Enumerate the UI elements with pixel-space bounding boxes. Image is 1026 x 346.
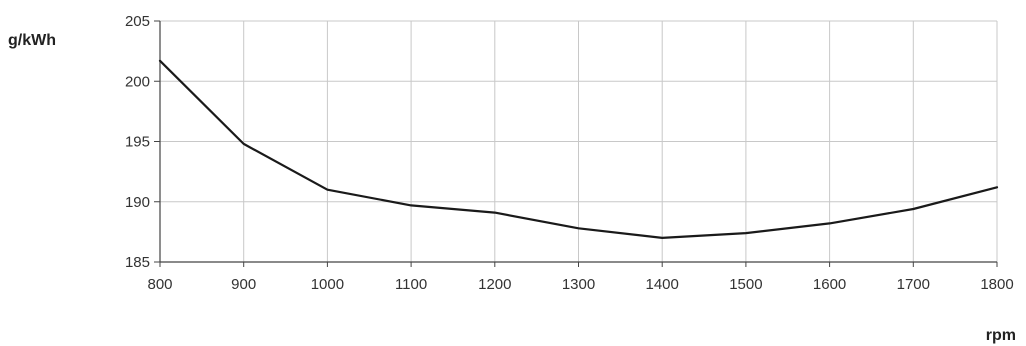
x-tick-label: 1500 (729, 276, 762, 293)
x-tick-label: 1200 (478, 276, 511, 293)
y-tick-label: 200 (125, 73, 150, 90)
y-axis-title: g/kWh (8, 32, 56, 49)
x-tick-label: 900 (231, 276, 256, 293)
y-tick-label: 205 (125, 13, 150, 30)
x-tick-label: 1000 (311, 276, 344, 293)
data-series (158, 59, 999, 239)
axes (154, 20, 998, 267)
y-tick-label: 195 (125, 134, 150, 151)
tick-labels: 185 190 195 200 205 800 900 1000 1100 1200 1300 140… (125, 13, 1014, 293)
x-tick-label: 1800 (980, 276, 1013, 293)
y-tick-label: 190 (125, 194, 150, 211)
series-line (158, 59, 999, 239)
x-tick-label: 1100 (395, 276, 427, 293)
x-axis-title: rpm (986, 327, 1016, 344)
x-tick-label: 1300 (562, 276, 595, 293)
x-tick-label: 1700 (897, 276, 930, 293)
x-tick-label: 800 (147, 276, 172, 293)
grid-lines (160, 20, 998, 262)
x-tick-label: 1600 (813, 276, 846, 293)
y-tick-label: 185 (125, 254, 150, 271)
x-tick-label: 1400 (646, 276, 679, 293)
